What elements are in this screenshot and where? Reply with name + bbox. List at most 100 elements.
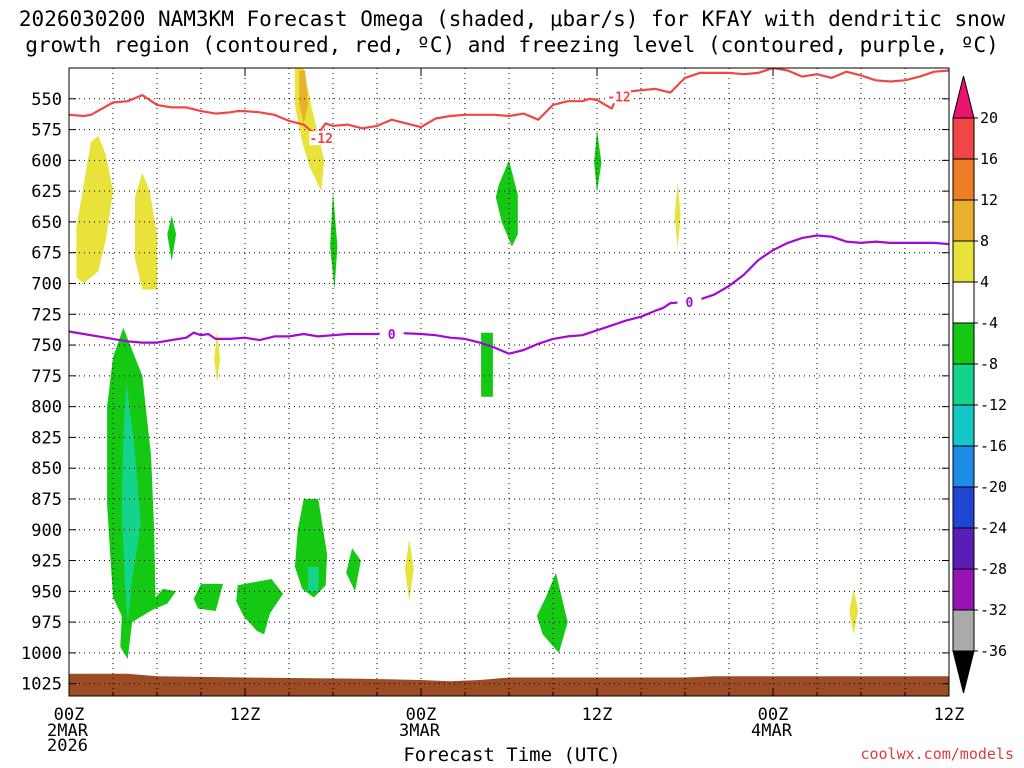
credit-text: coolwx.com/models xyxy=(860,745,1014,763)
colorbar-label: -20 xyxy=(980,478,1007,496)
colorbar-segment xyxy=(952,281,975,324)
colorbar-label: 12 xyxy=(980,191,998,209)
contour-label-bg xyxy=(379,326,404,341)
grid-layer xyxy=(69,68,949,696)
omega-region-11 xyxy=(495,160,518,247)
y-tick-label-900: 900 xyxy=(31,521,62,541)
colorbar-label: -16 xyxy=(980,437,1007,455)
omega-region-13 xyxy=(107,327,177,660)
colorbar-label: 8 xyxy=(980,232,989,250)
omega-layer xyxy=(76,68,859,660)
chart-title-line-1: 2026030200 NAM3KM Forecast Omega (shaded… xyxy=(18,7,1006,31)
contour-line-0 xyxy=(69,68,949,135)
x-tick-label: 12Z xyxy=(582,705,613,725)
x-axis-title: Forecast Time (UTC) xyxy=(403,744,621,766)
colorbar-label: -24 xyxy=(980,519,1007,537)
colorbar: 20 16 12 8 4 -4 -8 -12 -16 -20 -24 -28 -32 -36 xyxy=(952,75,1007,694)
y-tick-label-650: 650 xyxy=(31,213,62,233)
omega-region-1 xyxy=(135,172,157,290)
colorbar-segment xyxy=(952,527,975,570)
omega-region-10 xyxy=(594,129,602,193)
contour-label-0: -12 xyxy=(607,90,630,105)
x-tick-sublabel: 4MAR xyxy=(751,721,793,741)
x-tick-label: 00Z xyxy=(406,705,437,725)
omega-region-14 xyxy=(121,382,141,623)
omega-region-17 xyxy=(294,499,328,598)
colorbar-segment xyxy=(952,404,975,447)
y-tick-label-675: 675 xyxy=(31,244,62,264)
ground-fill xyxy=(69,673,949,696)
omega-region-18 xyxy=(308,566,319,592)
omega-region-0 xyxy=(76,135,113,284)
omega-region-19 xyxy=(346,548,361,592)
x-tick-sublabel: 3MAR xyxy=(399,721,441,741)
omega-region-5 xyxy=(404,539,414,602)
x-tick-sublabel: 2MAR xyxy=(47,721,89,741)
colorbar-label: 20 xyxy=(980,109,998,127)
y-tick-label-825: 825 xyxy=(31,428,62,448)
chart-title-line-2: growth region (contoured, red, ºC) and f… xyxy=(25,33,999,57)
colorbar-label: -8 xyxy=(980,355,998,373)
colorbar-label: -32 xyxy=(980,601,1007,619)
y-tick-label-550: 550 xyxy=(31,90,62,110)
x-tick-label: 12Z xyxy=(934,705,965,725)
omega-region-8 xyxy=(167,215,177,262)
contour-label-bg xyxy=(607,89,631,104)
contour-label-bg xyxy=(309,131,334,146)
contour-line-1 xyxy=(69,234,949,355)
colorbar-segment xyxy=(952,199,975,242)
y-tick-label-625: 625 xyxy=(31,182,62,202)
colorbar-label: -12 xyxy=(980,396,1007,414)
y-tick-label-725: 725 xyxy=(31,305,62,325)
omega-region-15 xyxy=(193,583,223,611)
colorbar-segment xyxy=(952,117,975,160)
colorbar-label: 4 xyxy=(980,273,989,291)
y-tick-label-1025: 1025 xyxy=(21,675,62,695)
colorbar-label: -28 xyxy=(980,560,1007,578)
y-tick-label-700: 700 xyxy=(31,274,62,294)
x-tick-label: 12Z xyxy=(230,705,261,725)
y-tick-label-950: 950 xyxy=(31,582,62,602)
ground-layer xyxy=(69,673,949,696)
omega-region-20 xyxy=(536,572,568,653)
colorbar-segment xyxy=(952,486,975,529)
omega-region-16 xyxy=(236,579,284,635)
omega-region-6 xyxy=(674,182,681,249)
colorbar-segment xyxy=(952,240,975,283)
x-tick-label: 00Z xyxy=(54,705,85,725)
y-tick-label-800: 800 xyxy=(31,398,62,418)
y-tick-label-750: 750 xyxy=(31,336,62,356)
colorbar-segment xyxy=(952,568,975,611)
y-axis: 550 575 600 625 650 675 700 725 750 775 800 825 850 8… xyxy=(21,90,949,695)
colorbar-segment xyxy=(952,322,975,365)
omega-region-7 xyxy=(849,588,859,635)
colorbar-segment xyxy=(952,158,975,201)
contour-label-3: 0 xyxy=(685,296,693,311)
colorbar-bottom-triangle xyxy=(952,650,975,694)
y-tick-label-850: 850 xyxy=(31,459,62,479)
colorbar-top-triangle xyxy=(952,75,975,119)
y-tick-label-575: 575 xyxy=(31,121,62,141)
contour-layer: -12 -12 0 0 xyxy=(69,68,949,355)
contour-label-1: -12 xyxy=(310,132,333,147)
omega-region-9 xyxy=(330,191,338,290)
colorbar-label: -36 xyxy=(980,642,1007,660)
colorbar-segment xyxy=(952,609,975,652)
colorbar-label: 16 xyxy=(980,150,998,168)
y-tick-label-975: 975 xyxy=(31,613,62,633)
omega-region-12 xyxy=(481,332,493,397)
y-tick-label-875: 875 xyxy=(31,490,62,510)
omega-region-3 xyxy=(299,70,309,124)
y-tick-label-1000: 1000 xyxy=(21,644,62,664)
x-tick-label: 00Z xyxy=(758,705,789,725)
contour-label-bg xyxy=(677,294,702,309)
colorbar-label: -4 xyxy=(980,314,998,332)
x-tick-sublabel: 2026 xyxy=(47,736,88,756)
colorbar-segment xyxy=(952,363,975,406)
colorbar-segment xyxy=(952,445,975,488)
y-tick-label-925: 925 xyxy=(31,552,62,572)
omega-region-4 xyxy=(214,330,221,382)
y-tick-label-600: 600 xyxy=(31,151,62,171)
